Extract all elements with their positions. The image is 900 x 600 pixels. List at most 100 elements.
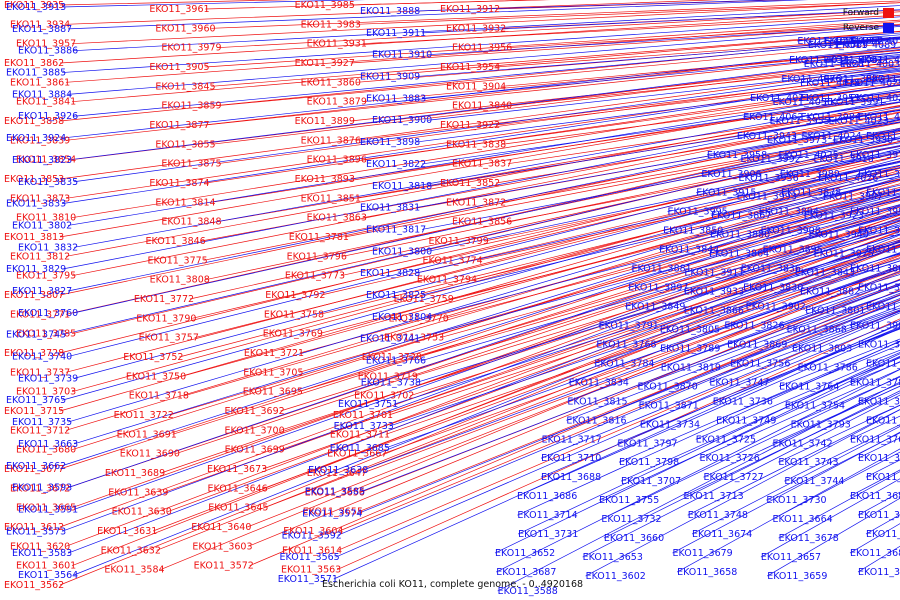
- connector-line: [67, 148, 900, 357]
- reverse-gene-label: EKO11_3638: [308, 465, 368, 476]
- connector-line: [319, 172, 900, 315]
- forward-gene-label: EKO11_3718: [129, 391, 189, 402]
- reverse-gene-label: EKO11_3742: [772, 438, 832, 449]
- reverse-gene-label: EKO11_3602: [586, 571, 646, 582]
- forward-gene-label: EKO11_3759: [394, 294, 454, 305]
- reverse-gene-label: EKO11_3911: [684, 268, 744, 279]
- connector-line: [211, 30, 900, 87]
- forward-gene-label: EKO11_3856: [452, 217, 512, 228]
- reverse-gene-label: EKO11_3913: [6, 2, 66, 13]
- forward-gene-label: EKO11_3753: [384, 333, 444, 344]
- forward-gene-label: EKO11_3715: [4, 406, 64, 417]
- connector-line: [205, 133, 900, 281]
- reverse-gene-label: EKO11_3844: [659, 245, 719, 256]
- forward-gene-label: EKO11_3862: [4, 58, 64, 69]
- forward-gene-label: EKO11_3845: [155, 81, 215, 92]
- reverse-gene-label: EKO11_3955: [770, 116, 830, 127]
- reverse-gene-label: EKO11_4052: [824, 36, 884, 47]
- reverse-gene-label: EKO11_3800: [372, 246, 432, 257]
- forward-gene-label: EKO11_3640: [191, 522, 251, 533]
- reverse-gene-label: EKO11_3992: [741, 154, 801, 165]
- connector-line: [363, 271, 900, 471]
- reverse-gene-label: EKO11_3831: [360, 203, 420, 214]
- forward-gene-label: EKO11_3584: [104, 565, 164, 576]
- reverse-gene-label: EKO11_3727: [703, 472, 763, 483]
- connector-line: [516, 328, 900, 497]
- forward-gene-label: EKO11_3781: [289, 232, 349, 243]
- reverse-gene-label: EKO11_3583: [12, 548, 72, 559]
- forward-gene-label: EKO11_3854: [16, 155, 76, 166]
- reverse-gene-label: EKO11_4080: [858, 112, 900, 123]
- reverse-gene-label: EKO11_3940: [809, 230, 869, 241]
- reverse-gene-label: EKO11_3571: [278, 574, 338, 585]
- forward-gene-label: EKO11_3874: [149, 178, 209, 189]
- connector-line: [495, 116, 900, 184]
- connector-line: [59, 66, 900, 180]
- connector-line: [67, 88, 900, 226]
- forward-gene-label: EKO11_3807: [4, 290, 64, 301]
- connector-line: [65, 76, 900, 199]
- connector-line: [205, 19, 900, 68]
- connector-line: [167, 241, 900, 512]
- forward-gene-label: EKO11_3792: [265, 290, 325, 301]
- reverse-gene-label: EKO11_3663: [18, 439, 78, 450]
- reverse-gene-label: EKO11_3732: [601, 514, 661, 525]
- connector-line: [59, 196, 900, 470]
- connector-line: [211, 61, 900, 145]
- connector-line: [517, 353, 900, 535]
- connector-line: [427, 24, 900, 56]
- connector-line: [357, 294, 900, 514]
- reverse-gene-label: EKO11_3739: [18, 373, 78, 384]
- connector-line: [152, 245, 900, 532]
- connector-line: [175, 214, 900, 454]
- forward-gene-label: EKO11_3691: [117, 429, 177, 440]
- forward-gene-label: EKO11_3680: [16, 445, 76, 456]
- connector-line: [280, 217, 900, 412]
- connector-line: [427, 67, 900, 121]
- reverse-gene-label: EKO11_3821: [866, 415, 900, 426]
- connector-line: [540, 323, 900, 478]
- reverse-gene-label: EKO11_3616: [866, 529, 900, 540]
- reverse-gene-label: EKO11_3713: [684, 491, 744, 502]
- connector-line: [59, 119, 900, 296]
- connector-line: [388, 246, 900, 416]
- forward-gene-label: EKO11_3855: [155, 139, 215, 150]
- forward-gene-label: EKO11_3721: [244, 348, 304, 359]
- connector-line: [65, 127, 900, 315]
- forward-gene-label: EKO11_3985: [295, 0, 355, 11]
- forward-gene-label: EKO11_3699: [225, 445, 285, 456]
- reverse-gene-label: EKO11_3788: [858, 396, 900, 407]
- forward-gene-label: EKO11_3604: [283, 526, 343, 537]
- reverse-gene-label: EKO11_3974: [850, 150, 900, 161]
- reverse-gene-label: EKO11_3958: [707, 150, 767, 161]
- forward-gene-label: EKO11_3639: [108, 487, 168, 498]
- forward-gene-label: EKO11_3645: [208, 503, 268, 514]
- connector-line: [362, 14, 900, 45]
- connector-line: [71, 2, 900, 45]
- reverse-gene-label: EKO11_3793: [791, 419, 851, 430]
- forward-gene-label: EKO11_3705: [243, 367, 303, 378]
- connector-line: [421, 9, 900, 34]
- forward-gene-label: EKO11_3655: [303, 507, 363, 518]
- reverse-gene-label: EKO11_3878: [781, 188, 841, 199]
- connector-line: [156, 255, 900, 551]
- reverse-gene-label: EKO11_3910: [372, 50, 432, 61]
- connector-line: [71, 165, 900, 393]
- connector-line: [335, 312, 900, 558]
- connector-line: [71, 240, 900, 566]
- forward-gene-label: EKO11_3893: [295, 174, 355, 185]
- reverse-gene-label: EKO11_3898: [360, 137, 420, 148]
- connector-line: [299, 200, 900, 373]
- reverse-gene-label: EKO11_3997: [824, 74, 884, 85]
- reverse-gene-label: EKO11_3573: [6, 526, 66, 537]
- connector-line: [59, 145, 900, 354]
- forward-gene-label: EKO11_3957: [16, 39, 76, 50]
- reverse-gene-label: EKO11_4034: [789, 55, 849, 66]
- connector-line: [59, 91, 900, 238]
- reverse-gene-label: EKO11_3869: [727, 339, 787, 350]
- reverse-gene-label: EKO11_3897: [628, 283, 688, 294]
- reverse-gene-label: EKO11_3818: [372, 181, 432, 192]
- connector-line: [421, 179, 900, 296]
- connector-line: [65, 180, 900, 431]
- forward-gene-label: EKO11_3785: [16, 329, 76, 340]
